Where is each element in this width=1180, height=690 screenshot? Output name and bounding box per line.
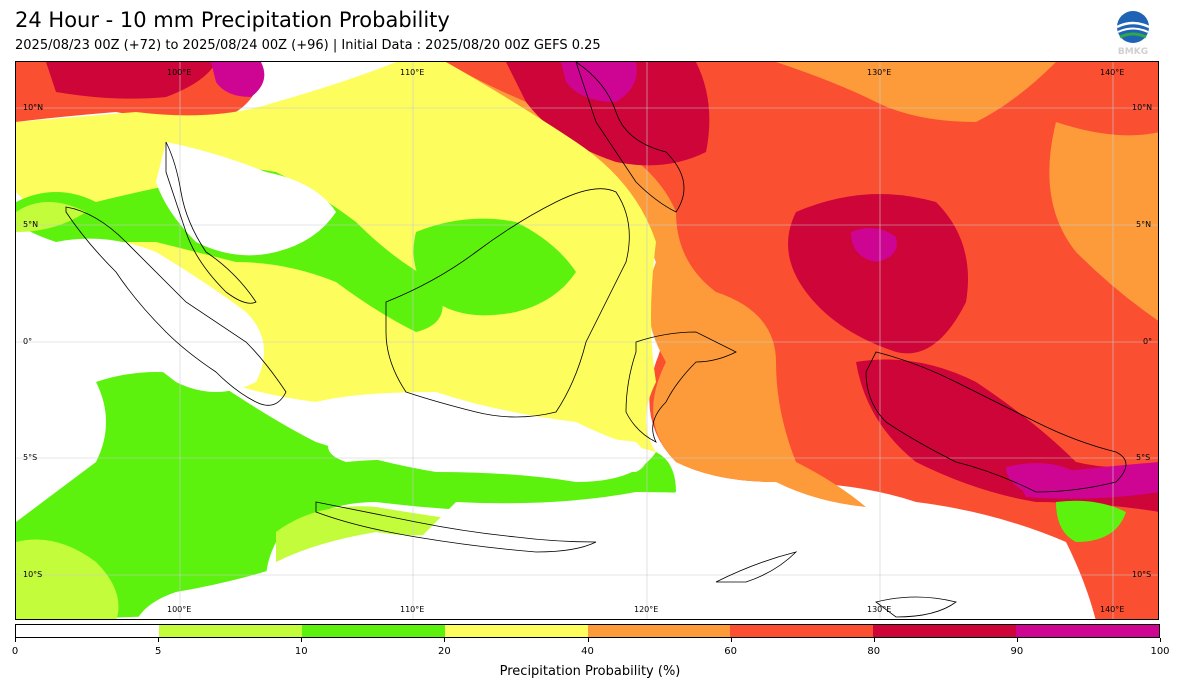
lat-label: 0° [23, 337, 33, 346]
prob-40-60-area-central [396, 62, 866, 507]
lon-label: 130°E [867, 605, 892, 614]
colorbar-tick [730, 638, 732, 642]
lon-label: 110°E [400, 68, 425, 77]
colorbar-segment [1016, 625, 1159, 637]
prob-90-100-e [1016, 462, 1158, 499]
coastlines [65, 62, 1127, 618]
colorbar-label: Precipitation Probability (%) [499, 664, 681, 679]
prob-0-5-malaya-north [156, 142, 336, 256]
prob-40-60-area-north [776, 62, 1056, 122]
lon-label: 140°E [1100, 68, 1125, 77]
prob-90-100-c [851, 228, 897, 262]
colorbar-tick-label: 0 [11, 646, 19, 657]
colorbar-tick-label: 40 [581, 646, 594, 657]
colorbar-segment [301, 625, 445, 637]
colorbar-tick [873, 638, 875, 642]
lon-label: 140°E [1100, 605, 1125, 614]
prob-40-60-area-east [1049, 122, 1158, 321]
lat-label: 10°S [23, 570, 43, 579]
prob-80-90-northwest [46, 62, 216, 99]
lat-label: 0° [1143, 337, 1153, 346]
prob-80-90-philippines [506, 62, 710, 166]
colorbar-tick-label: 20 [438, 646, 451, 657]
colorbar-tick [1160, 638, 1161, 642]
lat-label: 10°N [1132, 103, 1153, 112]
prob-90-100-a [211, 62, 265, 97]
prob-0-5-south [137, 492, 1075, 619]
colorbar-segment [444, 625, 588, 637]
colorbar-tick-label: 60 [724, 646, 737, 657]
lat-label: 10°N [23, 103, 44, 112]
colorbar-segment [16, 625, 159, 637]
lon-label: 100°E [167, 68, 192, 77]
colorbar-segment [587, 625, 731, 637]
lat-label: 5°N [23, 220, 39, 229]
map-canvas [16, 62, 1158, 619]
prob-10-20-south [16, 372, 676, 619]
lat-label: 5°N [1136, 220, 1152, 229]
lon-label: 110°E [400, 605, 425, 614]
lat-label: 5°S [23, 453, 38, 462]
lat-label: 5°S [1136, 453, 1151, 462]
prob-5-10-b [16, 539, 119, 619]
colorbar-tick-label: 80 [867, 646, 881, 657]
prob-10-20-borneo [413, 218, 576, 316]
map-subtitle: 2025/08/23 00Z (+72) to 2025/08/24 00Z (… [15, 38, 601, 53]
lon-label: 130°E [867, 68, 892, 77]
colorbar-tick [444, 638, 446, 642]
map-title: 24 Hour - 10 mm Precipitation Probabilit… [15, 8, 450, 32]
colorbar [15, 624, 1160, 638]
colorbar-tick [158, 638, 160, 642]
precipitation-map [15, 61, 1159, 620]
graticule [16, 62, 1158, 619]
colorbar-tick-label: 5 [154, 646, 162, 657]
svg-text:BMKG: BMKG [1118, 47, 1148, 56]
colorbar-tick [1016, 638, 1018, 642]
colorbar-tick [301, 638, 303, 642]
colorbar-tick-label: 100 [1150, 646, 1170, 657]
prob-10-20-southeast [1056, 500, 1126, 542]
colorbar-segment [158, 625, 302, 637]
prob-80-90-pacific [788, 194, 968, 354]
colorbar-segment [873, 625, 1017, 637]
prob-0-5-sumatra [56, 238, 264, 392]
lat-label: 10°S [1132, 570, 1152, 579]
lon-label: 120°E [634, 605, 659, 614]
colorbar-tick-label: 90 [1010, 646, 1024, 657]
colorbar-tick [15, 638, 16, 642]
colorbar-tick-label: 10 [294, 646, 308, 657]
lon-label: 100°E [167, 605, 192, 614]
prob-5-10-a [16, 202, 86, 232]
colorbar-segment [730, 625, 874, 637]
prob-0-5-java-sea [328, 418, 646, 472]
colorbar-tick [587, 638, 589, 642]
prob-5-10-c [276, 506, 476, 562]
bmkg-logo: BMKG [1114, 10, 1152, 57]
